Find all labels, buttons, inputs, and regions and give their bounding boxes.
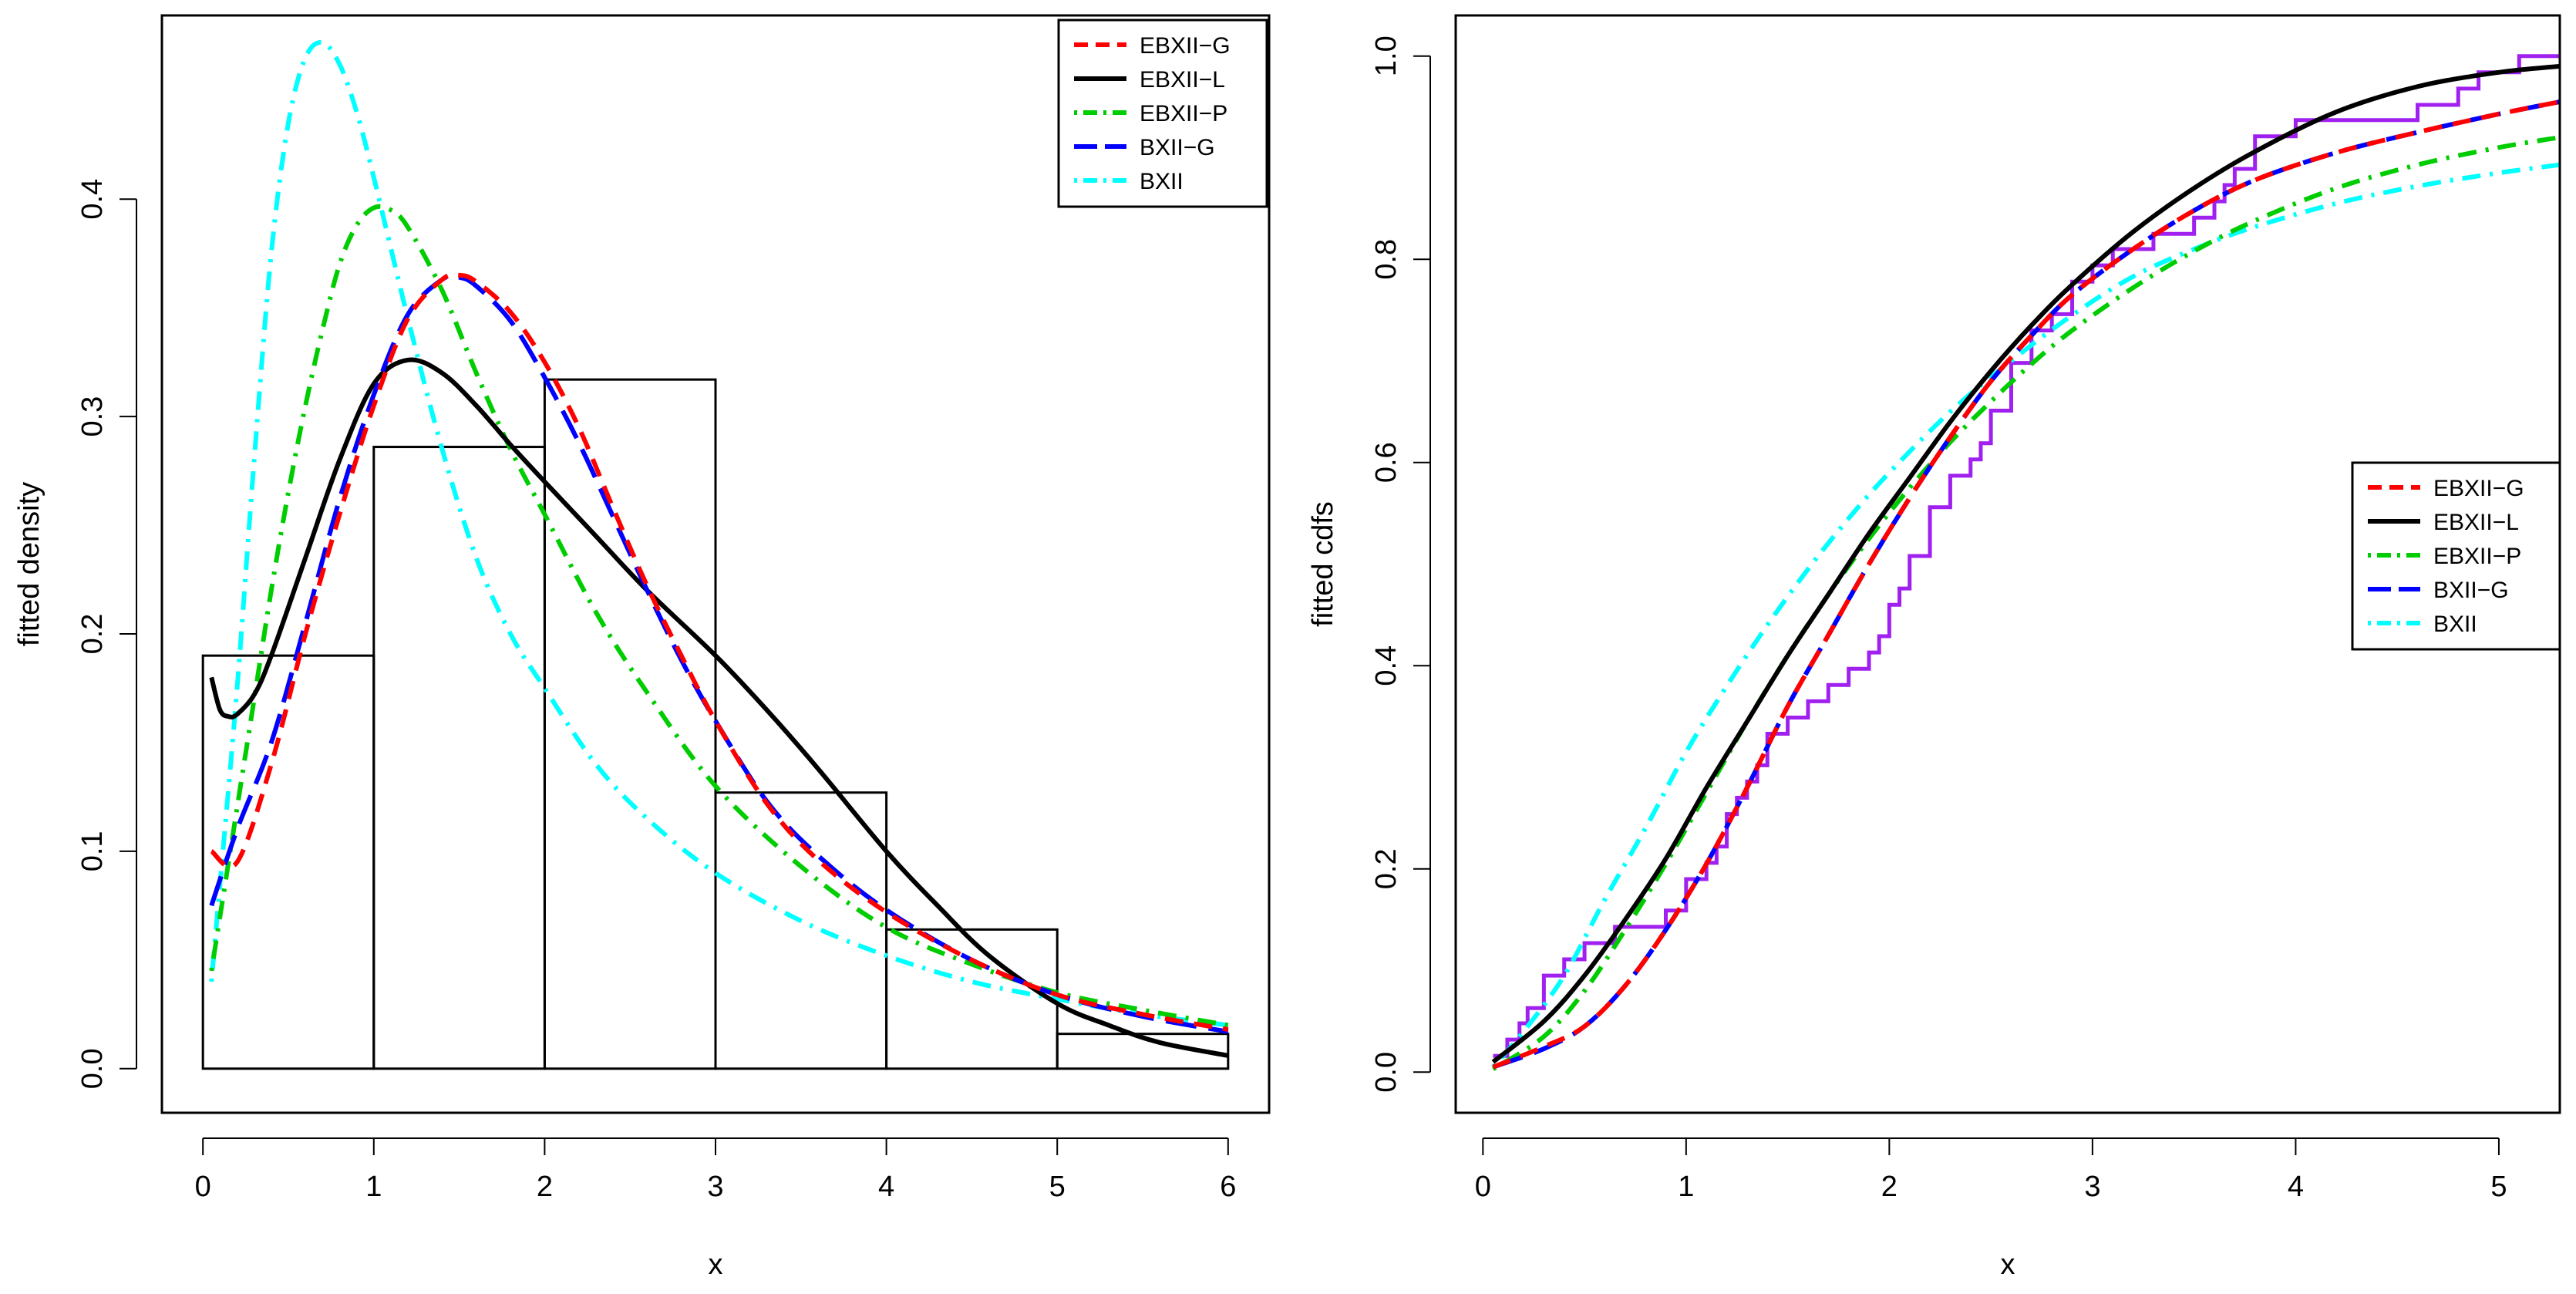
density-axes: 0 1 2 3 4 5 6 0.0 0.1 0.2 0.3 0.4 xyxy=(76,179,1236,1203)
y-tick-label: 0.0 xyxy=(1370,1052,1402,1093)
histogram-bar xyxy=(1056,1033,1230,1070)
density-y-axis-title: fitted density xyxy=(13,482,45,646)
series-line xyxy=(210,271,1229,1032)
x-tick-label: 1 xyxy=(1678,1171,1694,1203)
x-tick-label: 0 xyxy=(1475,1171,1491,1203)
series-line xyxy=(1491,162,2560,1069)
empirical-cdf xyxy=(1493,54,2560,1058)
series-line xyxy=(209,204,1229,1028)
cdf-curves xyxy=(1491,63,2560,1071)
cdf-panel: 0 1 2 3 4 5 0.0 0.2 0.4 0.6 0.8 1.0 x fitted cdfs E… xyxy=(1307,14,2561,1281)
x-tick-label: 5 xyxy=(1049,1171,1066,1203)
series-line xyxy=(1491,135,2560,1071)
y-tick-label: 0.1 xyxy=(76,831,109,871)
x-tick-label: 4 xyxy=(878,1171,894,1203)
legend-label: BXII xyxy=(2433,612,2477,637)
series-line xyxy=(209,39,1229,1028)
cdf-legend: EBXII−G EBXII−L EBXII−P BXII−G BXII xyxy=(2351,461,2561,651)
series-line xyxy=(209,357,1229,1058)
y-tick-label: 0.2 xyxy=(76,614,109,655)
x-tick-label: 3 xyxy=(2084,1171,2100,1203)
legend-label: EBXII−G xyxy=(1140,33,1231,59)
legend-label: BXII−G xyxy=(2433,578,2509,603)
x-tick-label: 6 xyxy=(1220,1171,1236,1203)
legend-label: EBXII−L xyxy=(2433,510,2519,535)
x-tick-label: 1 xyxy=(365,1171,382,1203)
x-tick-label: 4 xyxy=(2288,1171,2304,1203)
density-x-axis-title: x xyxy=(709,1249,723,1281)
legend-label: EBXII−P xyxy=(2433,544,2521,569)
legend-label: BXII−G xyxy=(1140,135,1215,160)
density-plot-frame xyxy=(160,14,1271,1114)
cdf-y-axis-title: fitted cdfs xyxy=(1307,501,1339,627)
x-tick-label: 3 xyxy=(707,1171,723,1203)
cdf-axes: 0 1 2 3 4 5 0.0 0.2 0.4 0.6 0.8 1.0 xyxy=(1370,35,2507,1203)
legend-label: BXII xyxy=(1140,169,1184,194)
density-curves xyxy=(209,39,1229,1058)
y-tick-label: 0.4 xyxy=(1370,645,1402,686)
density-legend: EBXII−G EBXII−L EBXII−P BXII−G BXII xyxy=(1057,19,1268,208)
x-tick-label: 0 xyxy=(195,1171,211,1203)
density-panel: 0 1 2 3 4 5 60.00.10.20.30.4 x fitted density … xyxy=(13,14,1271,1281)
y-tick-label: 0.2 xyxy=(1370,848,1402,889)
x-tick-label: 5 xyxy=(2490,1171,2507,1203)
y-tick-label: 0.6 xyxy=(1370,442,1402,483)
y-tick-label: 0.3 xyxy=(76,396,109,437)
y-tick-label: 0.8 xyxy=(1370,239,1402,280)
x-tick-label: 2 xyxy=(1881,1171,1897,1203)
legend-label: EBXII−P xyxy=(1140,101,1227,126)
empirical-cdf-step xyxy=(1493,54,2560,1058)
x-tick-label: 2 xyxy=(537,1171,553,1203)
y-tick-label: 1.0 xyxy=(1370,35,1402,76)
cdf-x-axis-title: x xyxy=(2001,1249,2015,1281)
legend-label: EBXII−L xyxy=(1140,67,1225,93)
y-tick-label: 0.4 xyxy=(76,179,109,220)
legend-label: EBXII−G xyxy=(2433,476,2524,501)
y-tick-label: 0.0 xyxy=(76,1048,109,1089)
series-line xyxy=(1491,63,2560,1064)
series-line xyxy=(1492,99,2560,1070)
